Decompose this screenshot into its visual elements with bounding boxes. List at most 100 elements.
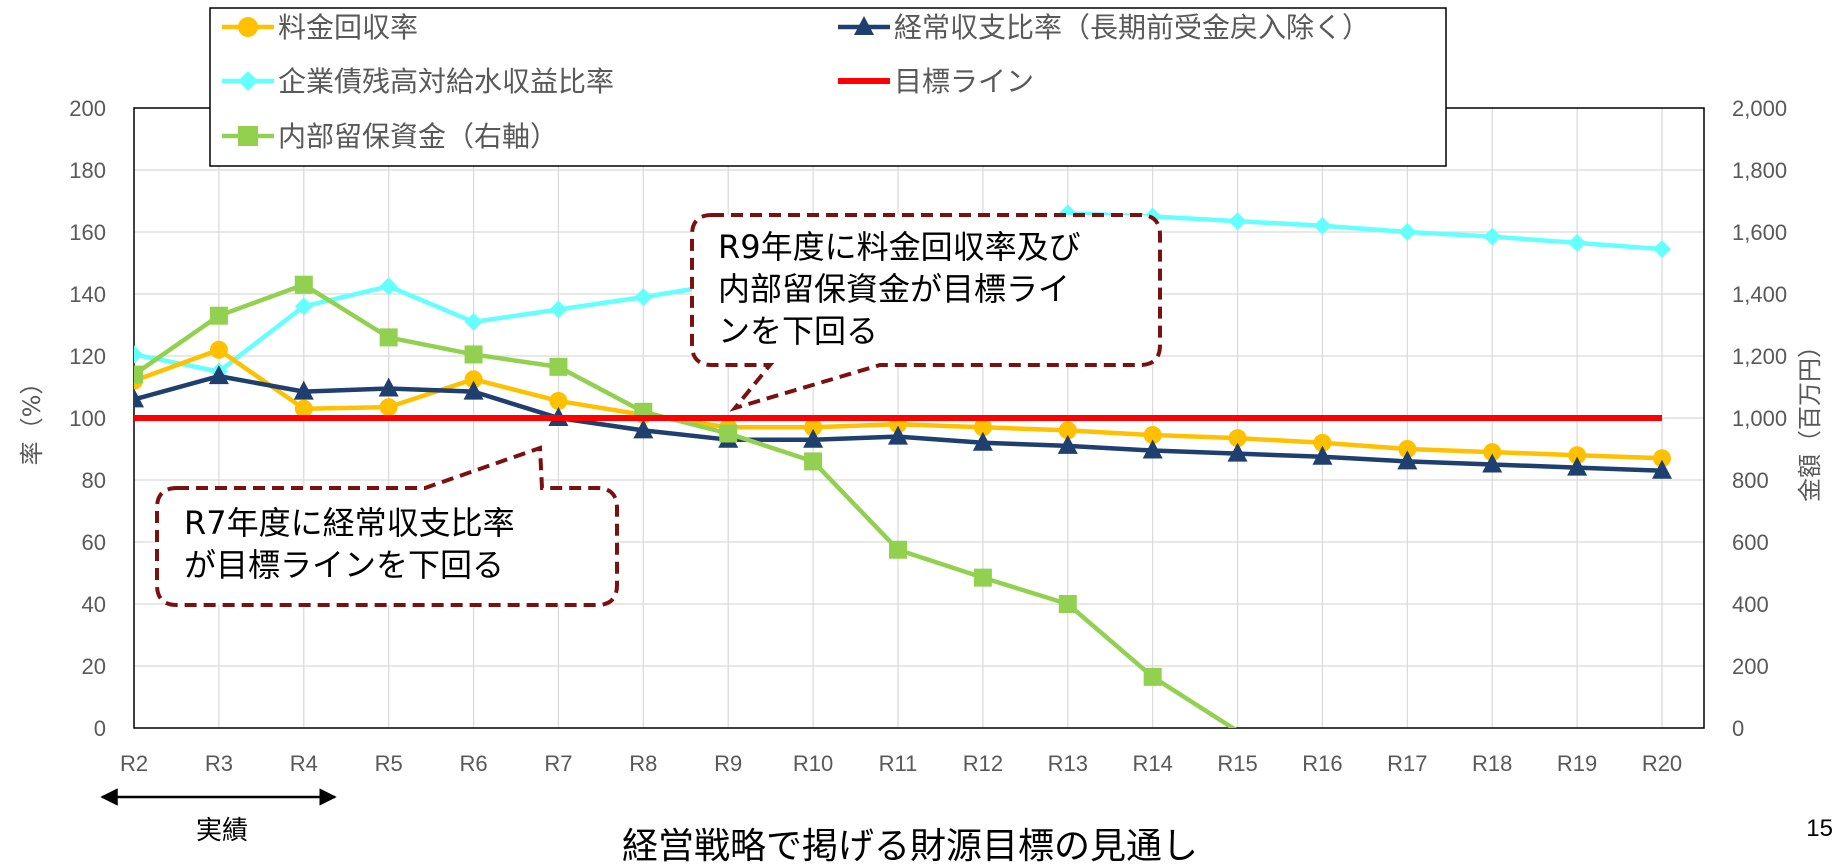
callout-r7-line1: R7年度に経常収支比率 bbox=[184, 504, 515, 542]
y-tick-label: 100 bbox=[69, 406, 106, 431]
x-tick-label: R15 bbox=[1217, 751, 1257, 776]
y-tick-label: 0 bbox=[94, 716, 106, 741]
series-1 bbox=[134, 365, 1672, 479]
y-tick-label: 80 bbox=[82, 468, 106, 493]
right-axis-ticks: 0 200 400 600 800 1,000 1,200 1,400 1,600 1,800 2,… bbox=[1732, 96, 1787, 741]
data-point bbox=[854, 16, 874, 35]
series-line bbox=[134, 282, 1237, 728]
y-tick-label: 180 bbox=[69, 158, 106, 183]
data-point bbox=[1483, 443, 1502, 462]
data-point bbox=[972, 431, 993, 451]
data-point bbox=[719, 424, 738, 443]
y-tick-label: 120 bbox=[69, 344, 106, 369]
data-point bbox=[634, 288, 653, 307]
data-point bbox=[973, 418, 992, 437]
x-tick-label: R20 bbox=[1642, 751, 1682, 776]
data-point bbox=[1567, 456, 1588, 476]
legend-label: 企業債残高対給水収益比率 bbox=[278, 65, 614, 98]
data-point bbox=[379, 277, 398, 296]
data-point bbox=[1398, 223, 1417, 241]
y-tick-label: 200 bbox=[69, 96, 106, 121]
data-point bbox=[1483, 227, 1502, 246]
x-tick-label: R12 bbox=[963, 751, 1003, 776]
y2-tick-label: 600 bbox=[1732, 530, 1769, 555]
data-point bbox=[294, 399, 313, 418]
x-axis-ticks: R2 R3 R4 R5 R6 R7 R8 R9 R10 R11 R12 R13 R14 R15 R16 R17… bbox=[120, 751, 1682, 776]
callout-r9: R9年度に料金回収率及び 内部留保資金が目標ライ ンを下回る bbox=[690, 213, 1162, 412]
page-number: 15 bbox=[1806, 815, 1833, 842]
x-tick-label: R8 bbox=[629, 751, 657, 776]
legend: 料金回収率 経常収支比率（長期前受金戻入除く） 企業債残高対給水収益比率 目標ライン内… bbox=[209, 7, 1447, 167]
callout-r9-line2: 内部留保資金が目標ライ bbox=[718, 270, 1070, 308]
data-point bbox=[1568, 233, 1587, 252]
data-point bbox=[1313, 433, 1332, 452]
y-axis-title: 率（%） bbox=[18, 371, 46, 466]
x-tick-label: R14 bbox=[1132, 751, 1172, 776]
callout-r9-box bbox=[690, 213, 1162, 412]
x-tick-label: R13 bbox=[1048, 751, 1088, 776]
callout-r9-line3: ンを下回る bbox=[718, 312, 878, 350]
data-point bbox=[134, 365, 143, 384]
x-tick-label: R18 bbox=[1472, 751, 1512, 776]
x-tick-label: R2 bbox=[120, 751, 148, 776]
data-point bbox=[1057, 434, 1078, 454]
data-point bbox=[134, 345, 143, 364]
data-point bbox=[889, 540, 907, 559]
left-axis-ticks: 0 20 40 60 80 100 120 140 160 180 200 bbox=[69, 96, 106, 741]
legend-entry: 経常収支比率（長期前受金戻入除く） bbox=[838, 11, 1370, 44]
y-tick-label: 20 bbox=[82, 654, 106, 679]
y-tick-label: 140 bbox=[69, 282, 106, 307]
data-point bbox=[1398, 440, 1417, 458]
y2-tick-label: 0 bbox=[1732, 716, 1744, 741]
legend-label: 内部留保資金（右軸） bbox=[278, 120, 558, 153]
x-tick-label: R11 bbox=[879, 751, 918, 776]
legend-label: 目標ライン bbox=[894, 65, 1034, 98]
data-point bbox=[1653, 240, 1671, 259]
legend-entry: 内部留保資金（右軸） bbox=[222, 120, 558, 153]
data-point bbox=[1652, 459, 1672, 479]
data-point bbox=[1653, 449, 1671, 468]
y-tick-label: 40 bbox=[82, 592, 106, 617]
x-tick-label: R10 bbox=[793, 751, 833, 776]
callout-r7-box bbox=[155, 445, 619, 607]
x-tick-label: R3 bbox=[205, 751, 233, 776]
callout-r9-line1: R9年度に料金回収率及び bbox=[718, 228, 1081, 266]
data-point bbox=[208, 365, 229, 385]
y2-tick-label: 800 bbox=[1732, 468, 1769, 493]
data-point bbox=[238, 126, 258, 146]
data-point bbox=[804, 418, 823, 437]
data-point bbox=[633, 419, 654, 439]
period-indicator: 実績 bbox=[100, 788, 337, 846]
data-point bbox=[1397, 450, 1418, 470]
chart-title: 経営戦略で掲げる財源目標の見通し bbox=[622, 826, 1198, 866]
data-point bbox=[549, 391, 568, 410]
y2-tick-label: 1,800 bbox=[1732, 158, 1787, 183]
data-point bbox=[1313, 216, 1332, 235]
legend-entry: 料金回収率 bbox=[222, 11, 418, 44]
y-tick-label: 60 bbox=[82, 530, 106, 555]
data-point bbox=[1312, 445, 1333, 465]
legend-label: 経常収支比率（長期前受金戻入除く） bbox=[894, 11, 1370, 44]
data-point bbox=[888, 425, 908, 445]
data-point bbox=[238, 71, 258, 91]
data-point bbox=[1143, 426, 1162, 445]
data-point bbox=[973, 568, 992, 587]
y2-tick-label: 1,400 bbox=[1732, 282, 1787, 307]
data-point bbox=[1142, 439, 1163, 459]
data-point bbox=[1568, 446, 1587, 465]
data-point bbox=[294, 297, 313, 316]
y2-tick-label: 2,000 bbox=[1732, 96, 1787, 121]
legend-entry: 目標ライン bbox=[838, 65, 1034, 98]
data-point bbox=[378, 377, 399, 397]
data-point bbox=[293, 380, 314, 400]
x-tick-label: R19 bbox=[1557, 751, 1597, 776]
data-point bbox=[464, 370, 483, 389]
data-point bbox=[1482, 453, 1503, 473]
data-point bbox=[209, 340, 228, 359]
period-label: 実績 bbox=[196, 816, 248, 846]
data-point bbox=[134, 388, 144, 408]
data-point bbox=[1058, 421, 1077, 440]
y2-tick-label: 1,600 bbox=[1732, 220, 1787, 245]
data-point bbox=[1143, 667, 1162, 686]
